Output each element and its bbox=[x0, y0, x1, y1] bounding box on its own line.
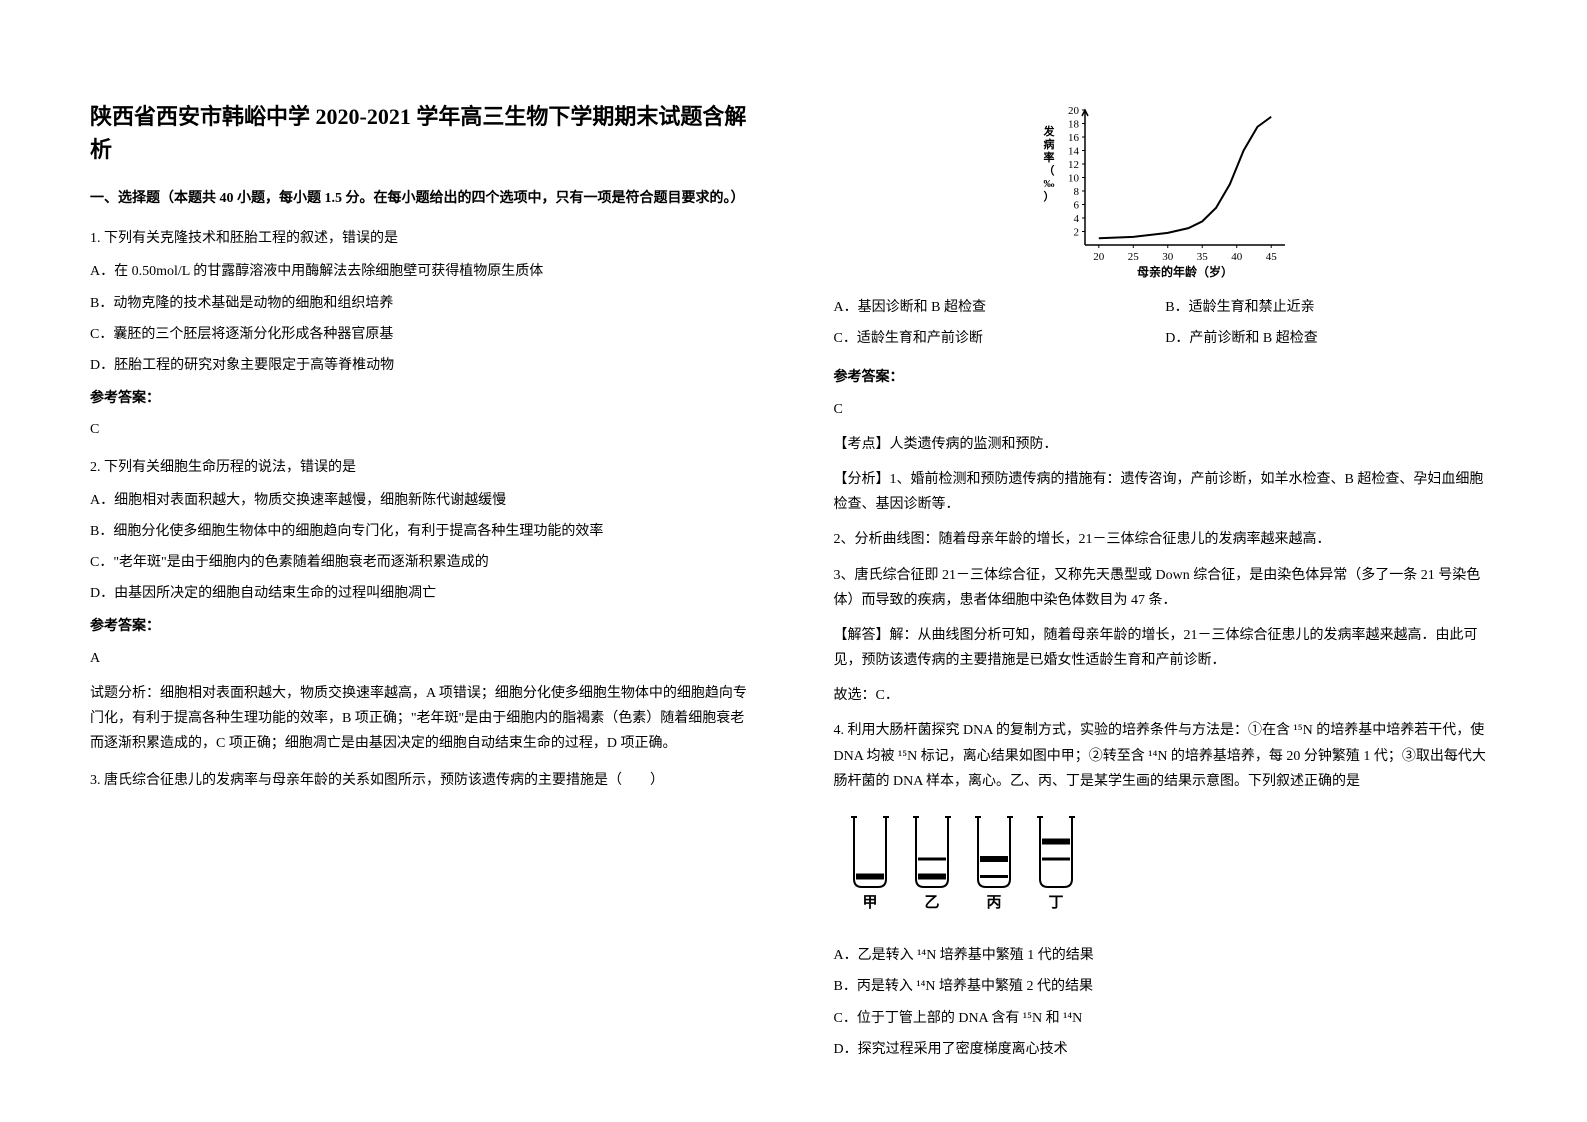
q3-answer: C bbox=[834, 397, 1498, 422]
q2-analysis: 试题分析：细胞相对表面积越大，物质交换速率越高，A 项错误；细胞分化使多细胞生物… bbox=[90, 681, 754, 757]
svg-text:10: 10 bbox=[1068, 173, 1080, 185]
q3-analysis1: 【分析】1、婚前检测和预防遗传病的措施有：遗传咨询，产前诊断，如羊水检查、B 超… bbox=[834, 467, 1498, 517]
q1-text: 1. 下列有关克隆技术和胚胎工程的叙述，错误的是 bbox=[90, 226, 754, 251]
q3-point: 【考点】人类遗传病的监测和预防． bbox=[834, 432, 1498, 457]
question-1: 1. 下列有关克隆技术和胚胎工程的叙述，错误的是 A．在 0.50mol/L 的… bbox=[90, 226, 754, 442]
q3-option-d: D．产前诊断和 B 超检查 bbox=[1165, 326, 1497, 351]
q2-answer-label: 参考答案： bbox=[90, 614, 754, 639]
q2-answer: A bbox=[90, 646, 754, 671]
q1-option-b: B．动物克隆的技术基础是动物的细胞和组织培养 bbox=[90, 291, 754, 316]
q1-option-c: C．囊胚的三个胚层将逐渐分化形成各种器官原基 bbox=[90, 322, 754, 347]
q1-option-a: A．在 0.50mol/L 的甘露醇溶液中用酶解法去除细胞壁可获得植物原生质体 bbox=[90, 259, 754, 284]
q3-text: 3. 唐氏综合征患儿的发病率与母亲年龄的关系如图所示，预防该遗传病的主要措施是（… bbox=[90, 768, 754, 793]
svg-text:甲: 甲 bbox=[862, 894, 877, 911]
q4-option-b: B．丙是转入 ¹⁴N 培养基中繁殖 2 代的结果 bbox=[834, 974, 1498, 999]
svg-text:40: 40 bbox=[1231, 251, 1243, 263]
q3-analysis2: 2、分析曲线图：随着母亲年龄的增长，21－三体综合征患儿的发病率越来越高． bbox=[834, 527, 1498, 552]
svg-text:‰: ‰ bbox=[1044, 178, 1055, 190]
svg-text:）: ） bbox=[1044, 190, 1055, 203]
svg-text:2: 2 bbox=[1074, 227, 1080, 239]
svg-text:发: 发 bbox=[1043, 124, 1056, 138]
page-title: 陕西省西安市韩峪中学 2020-2021 学年高三生物下学期期末试题含解析 bbox=[90, 100, 754, 166]
section-header: 一、选择题（本题共 40 小题，每小题 1.5 分。在每小题给出的四个选项中，只… bbox=[90, 186, 754, 211]
svg-text:35: 35 bbox=[1197, 251, 1209, 263]
q2-option-c: C．"老年斑"是由于细胞内的色素随着细胞衰老而逐渐积累造成的 bbox=[90, 550, 754, 575]
svg-text:12: 12 bbox=[1068, 159, 1079, 171]
q2-option-a: A．细胞相对表面积越大，物质交换速率越慢，细胞新陈代谢越缓慢 bbox=[90, 488, 754, 513]
q4-option-c: C．位于丁管上部的 DNA 含有 ¹⁵N 和 ¹⁴N bbox=[834, 1006, 1498, 1031]
svg-text:（: （ bbox=[1044, 164, 1055, 177]
svg-text:30: 30 bbox=[1163, 251, 1175, 263]
svg-text:14: 14 bbox=[1068, 146, 1080, 158]
q3-option-a: A．基因诊断和 B 超检查 bbox=[834, 295, 1166, 320]
q2-option-b: B．细胞分化使多细胞生物体中的细胞趋向专门化，有利于提高各种生理功能的效率 bbox=[90, 519, 754, 544]
q2-text: 2. 下列有关细胞生命历程的说法，错误的是 bbox=[90, 455, 754, 480]
question-2: 2. 下列有关细胞生命历程的说法，错误的是 A．细胞相对表面积越大，物质交换速率… bbox=[90, 455, 754, 757]
q3-answer-label: 参考答案： bbox=[834, 365, 1498, 390]
q1-answer-label: 参考答案： bbox=[90, 386, 754, 411]
svg-text:25: 25 bbox=[1128, 251, 1140, 263]
q4-option-d: D．探究过程采用了密度梯度离心技术 bbox=[834, 1037, 1498, 1062]
q3-option-b: B．适龄生育和禁止近亲 bbox=[1165, 295, 1497, 320]
q3-options: A．基因诊断和 B 超检查 B．适龄生育和禁止近亲 C．适龄生育和产前诊断 D．… bbox=[834, 295, 1498, 357]
svg-text:率: 率 bbox=[1044, 150, 1055, 164]
svg-text:8: 8 bbox=[1074, 186, 1080, 198]
question-3-text: 3. 唐氏综合征患儿的发病率与母亲年龄的关系如图所示，预防该遗传病的主要措施是（… bbox=[90, 768, 754, 793]
svg-text:母亲的年龄（岁）: 母亲的年龄（岁） bbox=[1137, 264, 1233, 279]
q3-conclusion: 故选：C． bbox=[834, 683, 1498, 708]
incidence-chart: 2 46 810 1214 1618 20 20 25 30 35 40 45 母亲的年龄（岁） 发病率（… bbox=[1035, 100, 1295, 280]
q4-option-a: A．乙是转入 ¹⁴N 培养基中繁殖 1 代的结果 bbox=[834, 943, 1498, 968]
q2-option-d: D．由基因所决定的细胞自动结束生命的过程叫细胞凋亡 bbox=[90, 581, 754, 606]
svg-text:丁: 丁 bbox=[1048, 895, 1063, 911]
svg-text:病: 病 bbox=[1044, 137, 1055, 151]
svg-text:丙: 丙 bbox=[986, 894, 1001, 911]
svg-text:18: 18 bbox=[1068, 119, 1080, 131]
svg-text:4: 4 bbox=[1074, 213, 1080, 225]
q4-text: 4. 利用大肠杆菌探究 DNA 的复制方式，实验的培养条件与方法是：①在含 ¹⁵… bbox=[834, 718, 1498, 794]
svg-text:20: 20 bbox=[1068, 105, 1080, 117]
svg-text:乙: 乙 bbox=[924, 895, 939, 911]
centrifuge-tube-diagram: 甲乙丙丁 bbox=[834, 809, 1498, 928]
q3-analysis3: 3、唐氏综合征即 21－三体综合征，又称先天愚型或 Down 综合征，是由染色体… bbox=[834, 563, 1498, 613]
svg-text:20: 20 bbox=[1094, 251, 1106, 263]
q3-option-c: C．适龄生育和产前诊断 bbox=[834, 326, 1166, 351]
q1-answer: C bbox=[90, 417, 754, 442]
question-4: 4. 利用大肠杆菌探究 DNA 的复制方式，实验的培养条件与方法是：①在含 ¹⁵… bbox=[834, 718, 1498, 1062]
q3-solution: 【解答】解：从曲线图分析可知，随着母亲年龄的增长，21－三体综合征患儿的发病率越… bbox=[834, 623, 1498, 673]
svg-text:16: 16 bbox=[1068, 132, 1080, 144]
svg-text:6: 6 bbox=[1074, 200, 1080, 212]
svg-text:45: 45 bbox=[1266, 251, 1278, 263]
q1-option-d: D．胚胎工程的研究对象主要限定于高等脊椎动物 bbox=[90, 353, 754, 378]
